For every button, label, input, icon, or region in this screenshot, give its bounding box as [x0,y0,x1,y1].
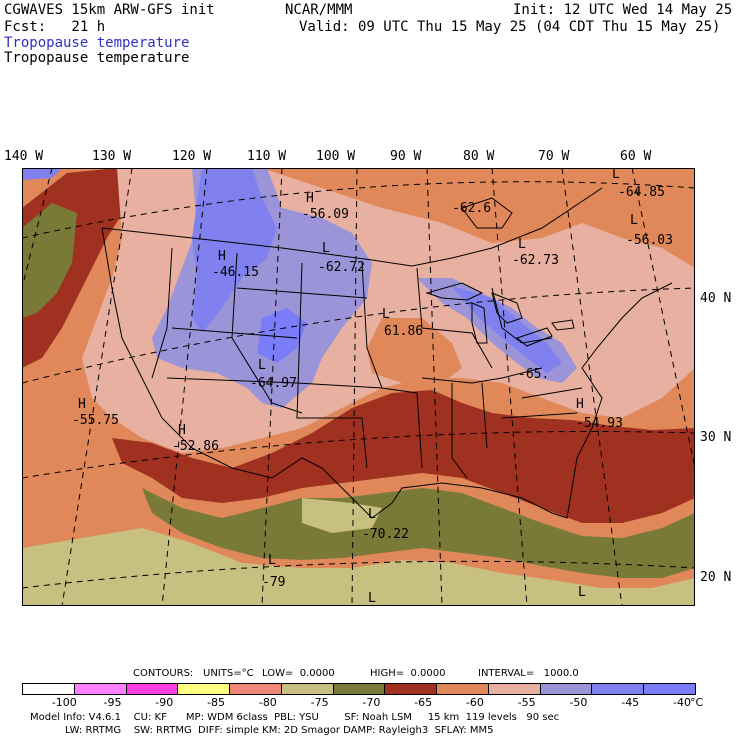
colorbar-swatch [22,683,75,695]
lon-label: 140 W [4,149,44,164]
lat-lon-grid [22,168,695,606]
map-frame [22,168,695,606]
colorbar-tick-label: -60 [465,696,484,709]
model-title: CGWAVES 15km ARW-GFS init [4,2,215,18]
colorbar-swatch [487,683,541,695]
valid-time: Valid: 09 UTC Thu 15 May 25 (04 CDT Thu … [299,19,721,35]
center-symbol: H [306,191,314,206]
colorbar-tick-label: -55 [517,696,536,709]
center-value: -56.03 [626,233,673,248]
organization: NCAR/MMM [285,2,353,18]
colorbar-tick-label: -75 [310,696,329,709]
field-khaki-south [22,528,695,606]
lat-label: 40 N [700,291,732,306]
colorbar-tick-label: -90 [155,696,174,709]
colorbar-swatch [73,683,127,695]
field-title-blue: Tropopause temperature [4,35,190,51]
colorbar-swatch [436,683,489,695]
center-symbol: L [368,591,376,606]
field-title: Tropopause temperature [4,50,190,66]
colorbar-swatch [539,683,593,695]
center-value: -56.09 [302,207,349,222]
colorbar-tick-label: -95 [103,696,122,709]
colorbar-tick-label: -65 [414,696,433,709]
center-symbol: L [268,553,276,568]
model-info-line2: LW: RRTMG SW: RRTMG DIFF: simple KM: 2D … [30,725,494,736]
lon-label: 110 W [247,149,287,164]
field-olive-south [142,488,695,578]
lat-label: 30 N [700,430,732,445]
colorbar-swatch [384,683,438,695]
center-symbol: L [578,585,586,600]
center-value: -70.22 [362,527,409,542]
init-time: Init: 12 UTC Wed 14 May 25 [513,2,733,18]
pressure-center-labels: H -56.09 L -62.72 H -46.15 L -62.73 L -6… [72,168,673,606]
center-symbol: H [78,397,86,412]
center-symbol: L [612,168,620,182]
contour-label: CONTOURS: [133,668,194,679]
center-symbol: L [518,237,526,252]
center-value: -62.6 [452,201,491,216]
center-symbol: L [322,241,330,256]
colorbar-tick-label: -40 [673,696,691,709]
center-symbol: H [576,397,584,412]
lon-label: 90 W [390,149,422,164]
center-symbol: L [258,358,266,373]
colorbar-swatch [332,683,386,695]
lon-label: 70 W [538,149,570,164]
lon-label: 60 W [620,149,652,164]
colorbar-swatch [280,683,334,695]
colorbar-swatch [591,683,645,695]
center-symbol: H [218,249,226,264]
lon-label: 130 W [92,149,132,164]
center-value: -64.97 [250,376,297,391]
center-symbol: L [368,507,376,522]
center-value: -46.15 [212,265,259,280]
field-darkred-south [112,390,695,523]
contour-interval: INTERVAL= 1000.0 [478,668,579,679]
colorbar-tick-label: -50 [569,696,588,709]
lat-label: 20 N [700,570,732,585]
lon-label: 120 W [172,149,212,164]
tropopause-temperature-map: H -56.09 L -62.72 H -46.15 L -62.73 L -6… [22,168,695,606]
colorbar-tick-label: -85 [207,696,226,709]
contour-high: HIGH= 0.0000 [370,668,446,679]
lon-label: 80 W [463,149,495,164]
center-symbol: H [178,423,186,438]
colorbar-unit: °C [690,696,704,709]
center-value: -62.73 [512,253,559,268]
colorbar-swatch [643,683,696,695]
colorbar-swatch [229,683,282,695]
political-boundaries [101,187,673,519]
center-value: -64.85 [618,185,665,200]
center-value: -62.72 [318,260,365,275]
model-info-line1: Model Info: V4.6.1 CU: KF MP: WDM 6class… [30,712,560,723]
center-value: 61.86 [384,324,423,339]
colorbar-tick-label: -45 [621,696,640,709]
colorbar-tick-label: -80 [258,696,277,709]
center-symbol: L [630,213,638,228]
center-value: -65. [518,367,549,382]
center-symbol: L [382,307,390,322]
center-value: -55.75 [72,413,119,428]
colorbar-swatch [177,683,231,695]
contour-units: UNITS=°C [203,668,254,679]
center-value: -54.93 [576,416,623,431]
colorbar-swatch [125,683,179,695]
contour-low: LOW= 0.0000 [262,668,335,679]
center-value: -52.86 [172,439,219,454]
forecast-hour: Fcst: 21 h [4,19,106,35]
colorbar-tick-label: -100 [51,696,77,709]
lon-label: 100 W [316,149,356,164]
center-value: -79 [262,575,285,590]
colorbar-tick-label: -70 [362,696,381,709]
